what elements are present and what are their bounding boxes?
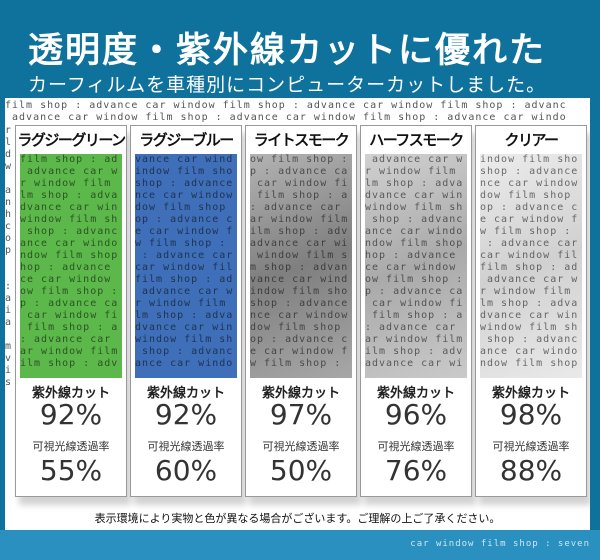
visible-light-value: 76% [384,454,448,487]
film-card: ラグジーブルー vance car wind indow film sho sh… [130,125,242,497]
visible-light-label: 可視光線透過率 [492,440,570,453]
uv-cut-label: 紫外線カット [491,386,570,401]
film-color-swatch: indow film sho shop : advance nce car wi… [480,154,582,378]
header-banner: 透明度・紫外線カットに優れた カーフィルムを車種別にコンピューターカットしました… [0,0,600,100]
uv-cut-value: 98% [499,398,563,431]
visible-light-value: 88% [499,454,563,487]
film-card: クリアー indow film sho shop : advance nce c… [475,125,587,497]
film-color-swatch: ow film shop : p : advance ca car window… [250,154,352,378]
film-name: ハーフスモーク [361,126,471,154]
uv-cut-value: 96% [384,398,448,431]
film-name: ラグジーブルー [131,126,241,154]
page-title: 透明度・紫外線カットに優れた [28,31,547,71]
uv-cut-label: 紫外線カット [31,386,110,401]
film-name: ラグジーグリーン [16,126,126,154]
visible-light-value: 55% [39,454,103,487]
film-name: ライトスモーク [246,126,356,154]
watermark-text: r l d w a n h c o p : a i a m v i s [5,125,13,388]
film-panel: film shop : advance car window film shop… [5,98,590,530]
visible-light-label: 可視光線透過率 [32,440,110,453]
visible-light-label: 可視光線透過率 [147,440,225,453]
page-subtitle: カーフィルムを車種別にコンピューターカットしました。 [28,74,547,96]
film-name: クリアー [476,126,586,154]
uv-cut-label: 紫外線カット [261,386,340,401]
film-card: ライトスモーク ow film shop : p : advance ca ca… [245,125,357,497]
visible-light-value: 50% [269,454,333,487]
uv-cut-value: 97% [269,398,333,431]
film-card: ラグジーグリーン film shop : ad advance car w r … [15,125,127,497]
footer-bar: car window film shop : seven [0,530,600,560]
visible-light-label: 可視光線透過率 [262,440,340,453]
uv-cut-value: 92% [39,398,103,431]
swatch-watermark-text: film shop : ad advance car w r window fi… [20,154,119,369]
visible-light-label: 可視光線透過率 [377,440,455,453]
swatch-watermark-text: vance car wind indow film sho shop : adv… [135,154,234,369]
swatch-watermark-text: indow film sho shop : advance nce car wi… [480,154,579,369]
watermark-text: film shop : advance car window film shop… [5,100,567,123]
swatch-watermark-text: ow film shop : p : advance ca car window… [250,154,349,369]
uv-cut-label: 紫外線カット [376,386,455,401]
uv-cut-label: 紫外線カット [146,386,225,401]
film-color-swatch: vance car wind indow film sho shop : adv… [135,154,237,378]
film-color-swatch: film shop : ad advance car w r window fi… [20,154,122,378]
swatch-watermark-text: advance car w r window film lm shop : ad… [365,154,464,369]
visible-light-value: 60% [154,454,218,487]
shop-name: car window film shop : seven [410,539,590,549]
film-color-swatch: advance car w r window film lm shop : ad… [365,154,467,378]
uv-cut-value: 92% [154,398,218,431]
film-card: ハーフスモーク advance car w r window film lm s… [360,125,472,497]
color-disclaimer: 表示環境により実物と色が異なる場合がございます。ご理解の上ご了承ください。 [94,512,501,525]
